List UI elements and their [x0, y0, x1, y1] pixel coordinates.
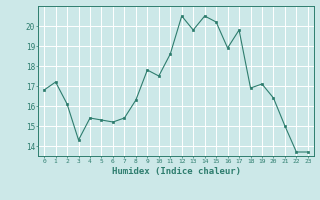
X-axis label: Humidex (Indice chaleur): Humidex (Indice chaleur)	[111, 167, 241, 176]
